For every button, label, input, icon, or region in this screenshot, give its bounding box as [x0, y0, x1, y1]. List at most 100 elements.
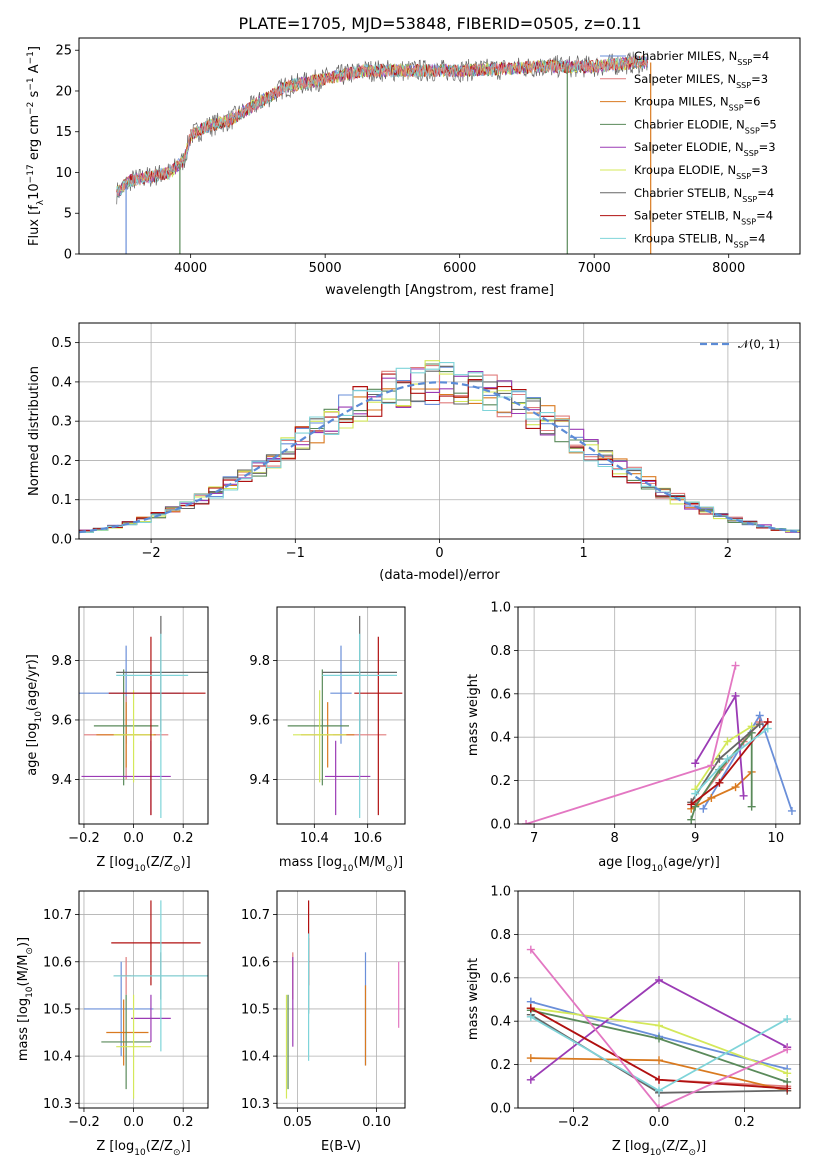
weight-vs-age-panel-marker	[691, 789, 700, 798]
weight-vs-age-panel-frame	[517, 606, 801, 825]
legend-entry-part: =3	[759, 140, 776, 154]
weight-vs-age-panel-marker	[723, 754, 732, 763]
weight-vs-z-panel-ytick-label: 1.0	[490, 885, 511, 900]
weight-vs-z-panel-marker	[655, 1021, 663, 1030]
age-vs-z-panel-xtick-label: −0.2	[68, 831, 100, 846]
spectrum-ylabel-part: −17	[26, 164, 36, 183]
weight-vs-age-panel-series-line	[690, 771, 753, 810]
weight-vs-z-panel-marker	[783, 1015, 792, 1024]
age-vs-z-xlabel-part: )]	[181, 855, 191, 870]
age-vs-z-panel-ytick-label: 9.8	[51, 654, 72, 669]
age-vs-mass-panel-frame	[276, 606, 406, 825]
residual-panel-xtick-label: −1	[286, 546, 305, 561]
spectrum-ylabel-part: s	[27, 90, 42, 101]
weight-vs-z-xlabel: Z [log10(Z/Z⊙)]	[612, 1139, 706, 1158]
spectrum-panel-ytick-label: 15	[55, 125, 72, 140]
weight-vs-age-panel-series-line	[690, 721, 769, 806]
age-vs-mass-panel-xtick-label: 10.6	[353, 831, 382, 846]
spectrum-panel-frame	[78, 37, 801, 255]
spectrum-panel-xtick-label: 4000	[174, 261, 207, 276]
weight-vs-age-xlabel-part: age [log	[598, 855, 651, 870]
residual-xlabel: (data-model)/error	[379, 568, 500, 583]
weight-vs-z-xlabel-part: Z [log	[612, 1139, 650, 1154]
age-vs-z-panel-xtick-label: 0.0	[123, 831, 144, 846]
legend-entry-part: Kroupa MILES, N	[634, 95, 729, 109]
mass-vs-ebv-panel-ytick-label: 10.4	[241, 1050, 270, 1065]
weight-vs-z-panel-marker	[655, 1104, 663, 1108]
weight-vs-age-panel-marker	[747, 722, 756, 731]
weight-vs-age-xlabel: age [log10(age/yr)]	[598, 855, 720, 874]
mass-vs-z-xlabel-part: 10	[134, 1148, 146, 1158]
mass-vs-z-xlabel: Z [log10(Z/Z⊙)]	[96, 1139, 190, 1158]
spectrum-ylabel-part: Flux [f	[27, 205, 42, 246]
weight-vs-z-panel-ytick-label: 0.4	[490, 1015, 511, 1030]
spectrum-ylabel-part: A	[27, 64, 42, 77]
age-vs-mass-xlabel-part: mass [log	[279, 855, 342, 870]
legend-entry-part: SSP	[741, 217, 756, 226]
legend-entry: Chabrier MILES, NSSP=4	[634, 49, 769, 67]
legend-entry-part: =6	[744, 95, 761, 109]
legend-entry: Chabrier ELODIE, NSSP=5	[634, 117, 777, 135]
mass-vs-ebv-panel-plot	[285, 900, 400, 1099]
mass-vs-ebv-panel-ytick-label: 10.7	[241, 908, 270, 923]
legend-entry-part: Salpeter MILES, N	[634, 72, 736, 86]
mass-vs-ebv-panel-xtick-label: 0.05	[283, 1115, 312, 1130]
legend-entry: Salpeter STELIB, NSSP=4	[634, 209, 773, 227]
mass-vs-z-panel-xtick-label: 0.2	[173, 1115, 194, 1130]
age-vs-mass-panel: 10.4 10.6 9.4 9.6 9.8 mass [log10(M/M⊙)]	[249, 606, 406, 874]
gaussian-legend-label: 𝒩(0, 1)	[738, 337, 780, 351]
weight-vs-age-panel-marker	[731, 661, 740, 670]
mass-vs-z-xlabel-part: Z [log	[96, 1139, 134, 1154]
weight-vs-z-panel-ytick-label: 0.8	[490, 928, 511, 943]
weight-vs-age-panel-xtick-label: 8	[611, 831, 619, 846]
spectrum-ylabel-part: λ	[36, 199, 46, 205]
age-vs-z-panel-xtick-label: 0.2	[173, 831, 194, 846]
weight-vs-age-panel-ytick-label: 0.2	[490, 774, 511, 789]
weight-vs-z-panel-marker	[526, 1054, 535, 1063]
legend-entry: Kroupa MILES, NSSP=6	[634, 95, 760, 113]
spectrum-panel-ytick-label: 10	[55, 166, 72, 181]
age-vs-mass-panel-plot	[287, 615, 403, 819]
weight-vs-age-panel-series-line	[525, 665, 737, 824]
age-vs-z-panel: −0.2 0.0 0.29.49.69.8Z [log10(Z/Z⊙)]age [l…	[25, 606, 209, 874]
age-vs-z-panel-ytick-label: 9.6	[51, 713, 72, 728]
age-vs-mass-xlabel-part: ⊙	[385, 864, 393, 874]
age-vs-z-xlabel-part: ⊙	[173, 864, 181, 874]
legend-entry-part: SSP	[734, 240, 749, 249]
weight-vs-z-panel-marker	[526, 945, 535, 954]
mass-vs-z-panel-ytick-label: 10.5	[43, 1002, 72, 1017]
residual-ylabel: Normed distribution	[27, 366, 42, 496]
age-vs-z-ylabel-part: (age/yr)]	[25, 654, 40, 711]
weight-vs-age-panel-marker	[787, 806, 796, 815]
residual-histogram	[79, 373, 800, 532]
mass-vs-z-ylabel-part: 10	[25, 986, 35, 998]
mass-vs-z-panel-plot	[83, 900, 208, 1099]
residual-panel-ytick-label: 0.0	[51, 533, 72, 548]
weight-vs-age-panel-marker	[707, 761, 716, 770]
mass-vs-z-xlabel-part: ⊙	[173, 1148, 181, 1158]
legend-entry-part: SSP	[742, 194, 757, 203]
weight-vs-z-panel-marker	[655, 1086, 663, 1095]
spectrum-panel-ytick-label: 20	[55, 84, 72, 99]
age-vs-z-ylabel: age [log10(age/yr)]	[25, 654, 44, 776]
legend-entry-part: =4	[752, 49, 769, 63]
residual-panel-ytick-label: 0.4	[51, 375, 72, 390]
figure-title: PLATE=1705, MJD=53848, FIBERID=0505, z=0…	[238, 14, 641, 33]
spectrum-ylabel-part: −1	[26, 77, 36, 90]
weight-vs-z-panel-xtick-label: −0.2	[558, 1115, 590, 1130]
legend-entry-part: SSP	[729, 103, 744, 112]
weight-vs-z-panel-series-line	[530, 949, 788, 1108]
weight-vs-age-panel-marker	[739, 791, 748, 800]
weight-vs-z-panel-xtick-label: 0.2	[734, 1115, 755, 1130]
legend-entry-part: Kroupa ELODIE, N	[634, 163, 736, 177]
weight-vs-age-panel-plot	[522, 661, 796, 824]
weight-vs-age-panel-marker	[715, 778, 724, 787]
residual-panel-ytick-label: 0.5	[51, 336, 72, 351]
legend-entry-part: Salpeter STELIB, N	[634, 209, 741, 223]
spectrum-ylabel-part: 10	[27, 183, 42, 200]
spectrum-panel-ytick-label: 0	[64, 248, 72, 263]
weight-vs-age-panel-ytick-label: 1.0	[490, 601, 511, 616]
spectrum-ylabel-part: erg cm	[27, 115, 42, 164]
spectrum-panel-xtick-label: 8000	[712, 261, 745, 276]
